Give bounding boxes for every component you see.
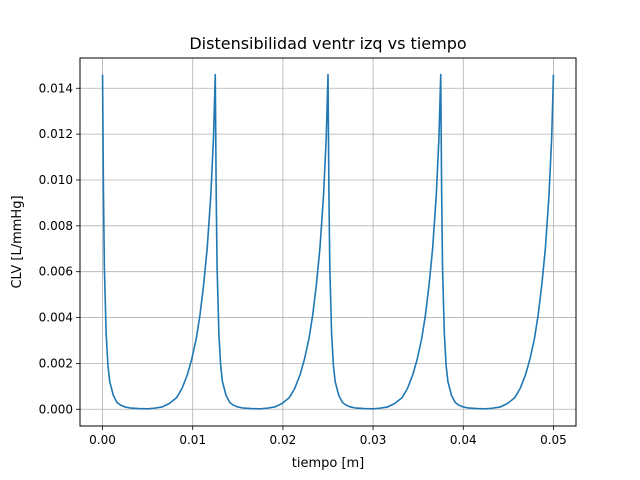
y-tick-label: 0.010	[39, 173, 73, 187]
x-tick-label: 0.03	[360, 433, 387, 447]
x-tick-label: 0.05	[540, 433, 567, 447]
series-line	[101, 73, 555, 410]
plot-area-frame	[79, 57, 577, 427]
series-layer	[101, 73, 555, 410]
y-tick-label: 0.000	[39, 402, 73, 416]
y-tick-label: 0.004	[39, 311, 73, 325]
x-tick-label: 0.00	[89, 433, 116, 447]
x-axis-label: tiempo [m]	[292, 456, 365, 471]
y-tick-label: 0.012	[39, 127, 73, 141]
y-axis-label: CLV [L/mmHg]	[10, 195, 25, 288]
y-tick-label: 0.002	[39, 356, 73, 370]
y-tick-label: 0.006	[39, 265, 73, 279]
x-tick-label: 0.04	[450, 433, 477, 447]
chart-title: Distensibilidad ventr izq vs tiempo	[189, 34, 466, 53]
axis-ticks: 0.00 0.01 0.02 0.03 0.04 0.05 0.000 0.002 0.004 0…	[39, 81, 567, 447]
y-tick-label: 0.014	[39, 81, 73, 95]
x-tick-label: 0.02	[270, 433, 297, 447]
y-tick-label: 0.008	[39, 219, 73, 233]
x-tick-label: 0.01	[179, 433, 206, 447]
